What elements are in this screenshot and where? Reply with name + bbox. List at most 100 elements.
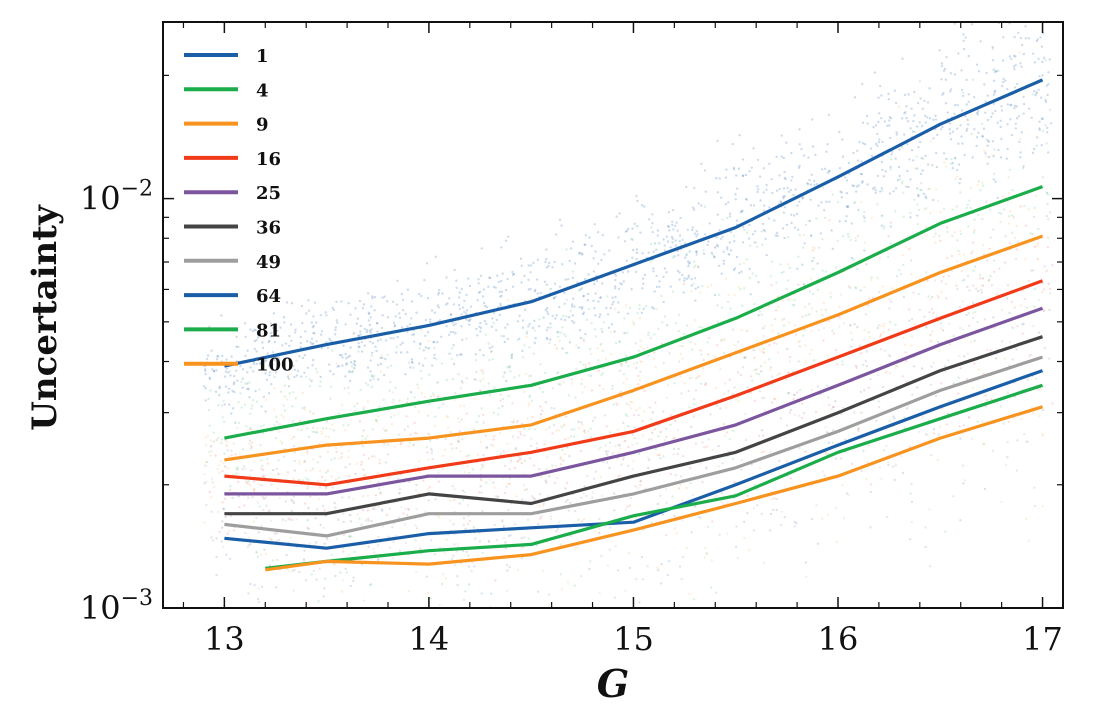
scatter-point	[499, 304, 503, 308]
scatter-point	[877, 400, 881, 403]
scatter-point	[265, 378, 269, 381]
scatter-point	[400, 292, 404, 296]
scatter-point	[719, 368, 722, 371]
scatter-point	[222, 545, 225, 549]
scatter-point	[906, 169, 909, 173]
scatter-point	[1011, 326, 1014, 329]
scatter-point	[252, 370, 255, 373]
scatter-point	[329, 427, 332, 430]
scatter-point	[966, 352, 969, 355]
scatter-point	[537, 467, 541, 471]
scatter-point	[971, 311, 975, 315]
scatter-point	[689, 290, 693, 293]
scatter-point	[775, 281, 778, 284]
scatter-point	[382, 427, 385, 430]
scatter-point	[1033, 61, 1037, 64]
scatter-point	[1025, 306, 1029, 309]
scatter-point	[281, 442, 284, 445]
scatter-point	[745, 231, 749, 234]
scatter-point	[1033, 287, 1037, 291]
scatter-point	[1041, 117, 1045, 120]
scatter-point	[1009, 103, 1012, 107]
scatter-point	[481, 377, 485, 381]
scatter-point	[489, 276, 492, 280]
scatter-point	[538, 318, 541, 321]
scatter-point	[770, 324, 773, 327]
scatter-point	[579, 288, 582, 291]
scatter-point	[574, 396, 577, 399]
scatter-point	[954, 178, 957, 181]
scatter-point	[263, 475, 266, 478]
scatter-point	[290, 339, 293, 343]
scatter-point	[329, 369, 332, 373]
scatter-point	[1038, 388, 1042, 391]
scatter-point	[478, 348, 482, 352]
scatter-point	[865, 114, 869, 118]
scatter-point	[614, 274, 618, 277]
scatter-point	[270, 382, 273, 386]
scatter-point	[661, 513, 665, 516]
scatter-point	[722, 250, 725, 253]
scatter-point	[563, 423, 566, 426]
scatter-point	[1013, 236, 1017, 240]
scatter-point	[958, 425, 961, 428]
scatter-point	[496, 413, 500, 416]
scatter-point	[503, 340, 506, 344]
scatter-point	[656, 502, 660, 506]
scatter-point	[212, 431, 216, 434]
scatter-point	[455, 279, 458, 282]
scatter-point	[798, 234, 801, 237]
scatter-point	[905, 105, 908, 108]
scatter-point	[350, 365, 354, 368]
scatter-point	[275, 467, 279, 471]
scatter-point	[931, 308, 934, 311]
scatter-point	[949, 138, 953, 141]
scatter-point	[302, 560, 306, 563]
scatter-point	[549, 515, 552, 518]
scatter-point	[1027, 107, 1031, 110]
scatter-point	[777, 305, 780, 309]
scatter-point	[967, 93, 970, 96]
scatter-point	[231, 496, 234, 500]
scatter-point	[903, 343, 907, 347]
scatter-point	[608, 466, 611, 470]
scatter-point	[841, 234, 845, 238]
scatter-point	[455, 446, 458, 450]
scatter-point	[867, 297, 871, 300]
scatter-point	[1018, 51, 1021, 54]
scatter-point	[690, 284, 693, 287]
scatter-point	[720, 491, 723, 495]
scatter-point	[520, 461, 523, 465]
scatter-point	[667, 560, 671, 563]
scatter-point	[216, 355, 219, 358]
scatter-point	[1008, 222, 1011, 225]
scatter-point	[626, 270, 630, 273]
scatter-point	[693, 260, 696, 263]
scatter-point	[904, 245, 907, 249]
scatter-point	[476, 453, 480, 457]
scatter-point	[547, 264, 550, 268]
scatter-point	[414, 489, 418, 492]
scatter-point	[940, 78, 943, 81]
scatter-point	[525, 332, 528, 335]
scatter-point	[337, 412, 340, 415]
scatter-point	[364, 519, 368, 522]
series-line-25	[224, 306, 1044, 496]
scatter-point	[215, 358, 219, 361]
scatter-point	[987, 278, 991, 282]
scatter-point	[674, 473, 677, 477]
scatter-point	[278, 422, 281, 426]
scatter-point	[553, 260, 556, 264]
scatter-point	[860, 160, 863, 163]
scatter-point	[867, 331, 870, 334]
scatter-point	[820, 308, 823, 312]
scatter-point	[932, 137, 935, 140]
scatter-point	[789, 188, 793, 192]
scatter-point	[348, 370, 351, 374]
legend-label-16: 16	[256, 149, 281, 170]
scatter-point	[377, 363, 380, 367]
scatter-point	[559, 573, 563, 576]
scatter-point	[721, 235, 724, 238]
scatter-point	[424, 396, 427, 399]
scatter-point	[783, 206, 787, 209]
